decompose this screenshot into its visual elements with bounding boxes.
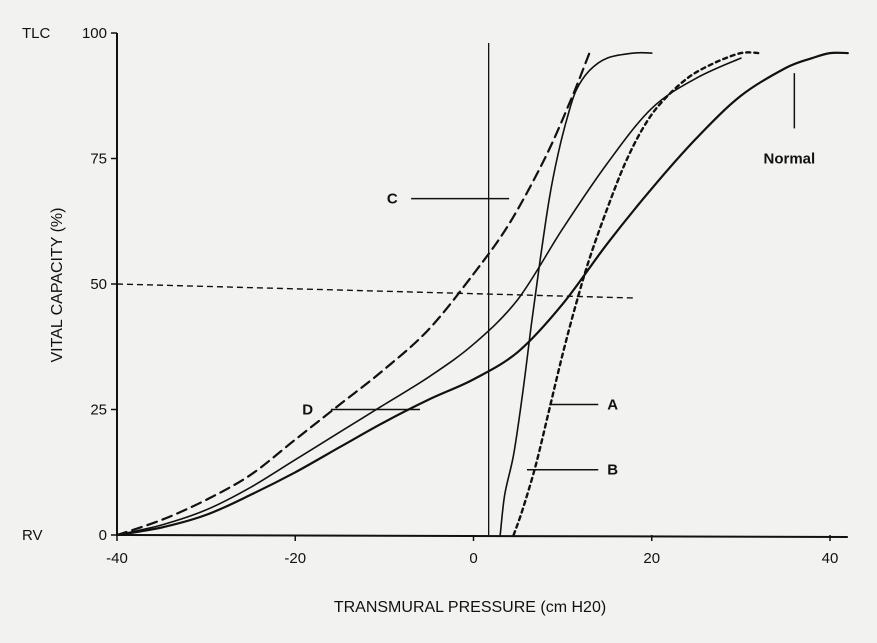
- annotation-label-normal: Normal: [764, 151, 816, 168]
- y-tick-label: 50: [90, 276, 107, 293]
- x-tick-label: 40: [822, 550, 839, 567]
- y-axis-title: VITAL CAPACITY (%): [49, 208, 66, 363]
- annotation-label-d: D: [302, 402, 313, 419]
- reference-line-50: [116, 283, 634, 299]
- series-line-a: [512, 51, 760, 537]
- x-tick-label: 0: [469, 550, 477, 567]
- x-tick-label: 20: [643, 550, 660, 567]
- series-line-c: [115, 52, 591, 537]
- series-line-b: [499, 51, 653, 536]
- y-tick-label: 100: [82, 25, 107, 42]
- rv-label: RV: [22, 527, 43, 544]
- y-tick-label: 0: [99, 527, 107, 544]
- x-axis-title: TRANSMURAL PRESSURE (cm H20): [334, 599, 606, 616]
- x-tick-label: -40: [106, 550, 128, 567]
- y-tick-label: 75: [90, 151, 107, 168]
- x-axis-line: [116, 534, 848, 538]
- annotation-label-c: C: [387, 191, 398, 208]
- series-line-d: [116, 57, 742, 536]
- tlc-label: TLC: [22, 25, 51, 42]
- y-tick-label: 25: [90, 402, 107, 419]
- x-tick-label: -20: [284, 550, 306, 567]
- annotation-label-b: B: [607, 462, 618, 479]
- series-line-normal: [115, 51, 849, 537]
- annotation-label-a: A: [607, 396, 618, 413]
